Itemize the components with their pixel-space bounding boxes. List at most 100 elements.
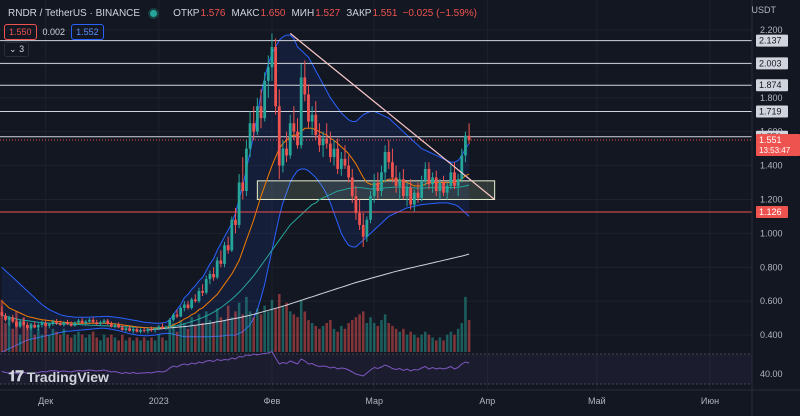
candle-body [427, 168, 431, 185]
volume-bar [325, 323, 328, 352]
close-value: 1.551 [372, 7, 398, 19]
volume-bar [409, 331, 412, 352]
candle-body [150, 329, 153, 331]
candle-body [453, 172, 456, 186]
candle-body [387, 152, 391, 163]
candle-body [347, 165, 351, 178]
candle-body [263, 80, 267, 119]
volume-bar [124, 340, 128, 352]
volume-bar [398, 331, 402, 352]
tradingview-logo-icon: 𝟏𝟕 [8, 368, 24, 385]
candle-body [113, 324, 117, 327]
candle-body [204, 279, 208, 293]
tradingview-logo[interactable]: 𝟏𝟕 TradingView [8, 368, 109, 385]
candle-body [102, 320, 106, 323]
candle-body [36, 324, 40, 328]
candle-body [299, 77, 303, 146]
candle-body [398, 179, 402, 186]
candle-body [270, 46, 274, 68]
volume-bar [365, 323, 369, 352]
volume-bar [460, 323, 464, 352]
candle-body [197, 290, 201, 302]
volume-bar [223, 320, 226, 352]
volume-bar [153, 340, 157, 352]
candle-body [69, 324, 73, 326]
volume-bar [343, 328, 347, 352]
candle-body [252, 123, 256, 132]
symbol-title[interactable]: RNDR / TetherUS · BINANCE [8, 7, 141, 19]
candle-body [168, 319, 172, 327]
candle-body [7, 317, 11, 320]
volume-bar [48, 334, 51, 352]
time-tick-label: Дек [38, 396, 53, 406]
candle-body [99, 322, 102, 325]
candle-body [124, 328, 128, 330]
candle-body [84, 321, 88, 324]
volume-bar [164, 340, 168, 352]
volume-bar [340, 325, 343, 352]
candle-body [77, 320, 80, 323]
volume-bar [354, 317, 358, 352]
candle-body [164, 326, 168, 329]
volume-bar [110, 334, 113, 352]
volume-bar [467, 320, 471, 352]
volume-bar [18, 334, 22, 352]
volume-bar [431, 337, 434, 352]
candle-body [0, 312, 4, 316]
candle-body [131, 329, 135, 331]
candle-body [230, 219, 234, 251]
volume-bar [314, 325, 318, 352]
sell-price-button[interactable]: 1.550 [4, 24, 37, 40]
volume-bar [208, 320, 212, 352]
volume-bar [135, 337, 139, 352]
volume-bar [102, 334, 106, 352]
candle-body [80, 320, 84, 324]
candle-body [358, 213, 361, 225]
volume-bar [413, 334, 416, 352]
candle-body [423, 168, 427, 181]
volume-bar [77, 331, 80, 352]
price-tick-label: 1.400 [760, 161, 783, 171]
volume-bar [332, 328, 336, 352]
high-value: 1.650 [260, 7, 286, 19]
candle-body [22, 321, 26, 325]
candle-body [277, 106, 281, 166]
time-tick-label: Апр [479, 396, 495, 406]
volume-bar [172, 323, 175, 352]
ema-orange-line [1, 127, 470, 329]
candle-body [438, 182, 442, 191]
time-tick-label: Июн [701, 396, 719, 406]
volume-bar [245, 296, 248, 352]
volume-bar [292, 314, 296, 352]
candle-body [445, 185, 449, 193]
candle-body [332, 148, 336, 158]
volume-bar [274, 308, 277, 352]
volume-bar [66, 334, 69, 352]
indicators-toggle[interactable]: ⌄ 3 [4, 42, 30, 57]
volume-bar [190, 317, 193, 352]
currency-label[interactable]: USDT [751, 5, 777, 15]
volume-bar [394, 328, 398, 352]
buy-price-button[interactable]: 1.552 [71, 24, 104, 40]
volume-bar [62, 328, 66, 352]
candle-body [314, 114, 318, 136]
candle-body [208, 274, 212, 280]
candle-body [339, 158, 343, 169]
volume-bar [299, 299, 303, 352]
volume-bar [58, 334, 62, 352]
candle-body [201, 290, 204, 293]
volume-bar [22, 317, 26, 352]
candle-body [73, 322, 77, 326]
level-price-text: 2.137 [759, 36, 782, 46]
volume-bar [212, 323, 215, 352]
volume-bar [380, 320, 383, 352]
candle-body [361, 224, 365, 237]
candle-body [29, 324, 33, 329]
candle-body [281, 148, 285, 166]
candle-body [401, 179, 405, 197]
level-price-text: 1.126 [759, 207, 782, 217]
volume-bar [37, 328, 40, 352]
level-price-tag [756, 206, 788, 219]
volume-bar [267, 311, 270, 352]
